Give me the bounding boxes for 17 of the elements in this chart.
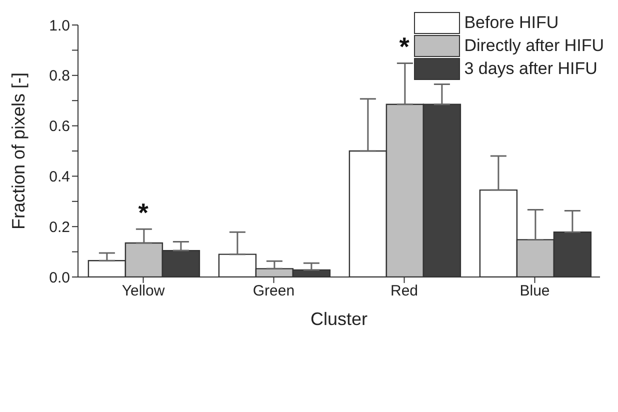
x-tick-label: Blue (520, 282, 550, 300)
y-tick-label: 0.6 (49, 118, 70, 136)
x-tick-label: Red (390, 282, 418, 300)
y-tick-label: 0.2 (49, 218, 70, 236)
y-axis-title: Fraction of pixels [-] (8, 72, 28, 230)
x-tick-label: Green (252, 282, 295, 300)
y-tick-label: 1.0 (49, 17, 70, 34)
annotation: * (399, 31, 410, 62)
legend-label: Before HIFU (464, 13, 559, 33)
annotation: * (138, 198, 150, 228)
x-tick-label: Yellow (122, 282, 165, 300)
y-tick-label: 0.0 (49, 269, 70, 286)
x-axis-title: Cluster (310, 309, 368, 329)
y-tick-label: 0.4 (49, 168, 70, 186)
legend-label: Directly after HIFU (464, 36, 604, 56)
legend-label: 3 days after HIFU (464, 59, 598, 79)
y-tick-label: 0.8 (49, 68, 70, 85)
